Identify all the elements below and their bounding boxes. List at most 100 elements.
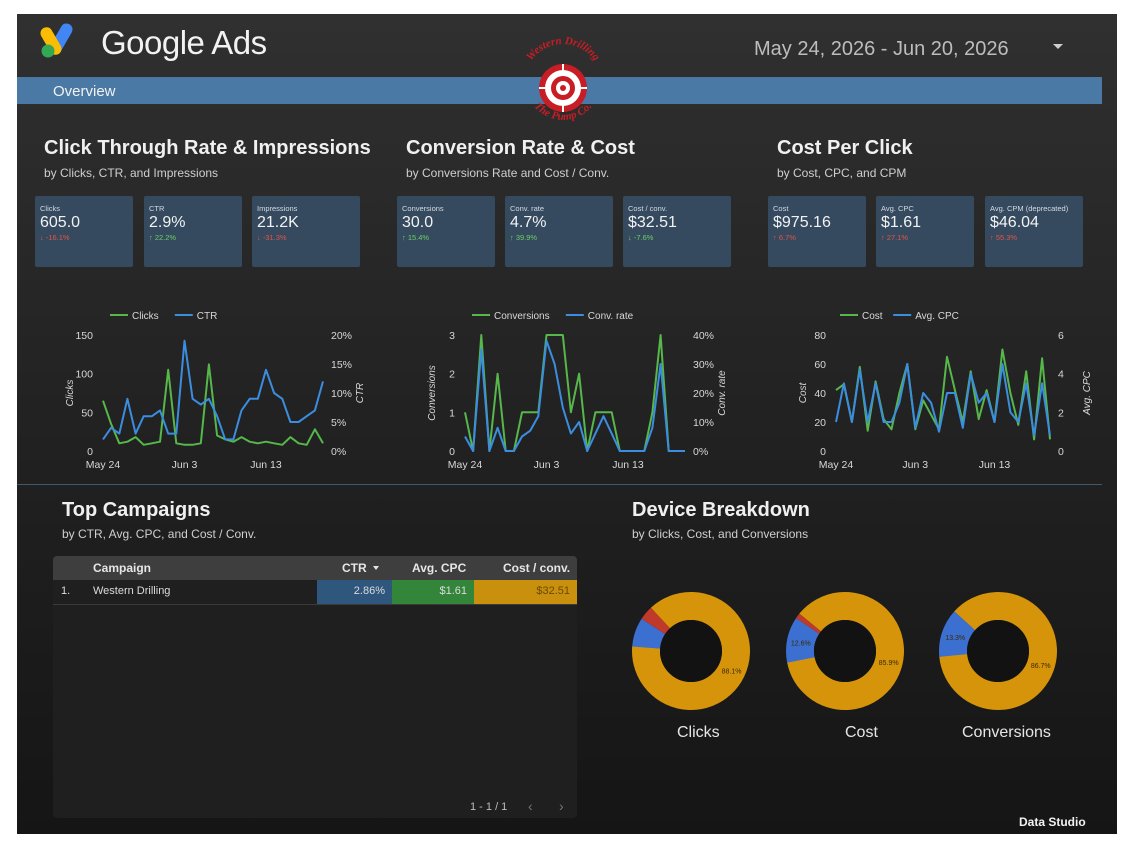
donut-label-conversions: Conversions [962,724,1051,741]
legend-label: Cost [862,311,883,322]
donut-slice-2 [632,592,750,711]
kpi-card-conv-rate: Conv. rate 4.7% ↑ 39.9% [505,196,613,267]
col-header-avg-cpc[interactable]: Avg. CPC [412,561,467,575]
kpi-value: 2.9% [149,214,186,231]
y-right-axis-label: Avg. CPC [1082,370,1093,415]
kpi-label: Clicks [40,204,60,213]
section-title-cpc: Cost Per Click [777,137,913,159]
x-tick-label: Jun 8 [212,474,238,476]
col-header-campaign[interactable]: Campaign [93,561,152,575]
kpi-value: 4.7% [510,214,547,231]
kpi-value: 30.0 [402,214,434,231]
x-tick-label: Jun 3 [172,459,198,471]
kpi-value: $975.16 [773,214,831,231]
clicks-ctr-chart: Clicks CTR 0 50 100 150 0% 5% 10% 15% 20% Clicks CTR… [65,311,366,476]
series-line-clicks [102,363,324,446]
x-tick-label: Jun 18 [653,474,685,476]
y-left-tick-label: 40 [814,388,826,400]
donut-hole [967,620,1029,682]
donut-label-cost: Cost [845,724,878,741]
footer-data-studio: Data Studio [1019,815,1086,829]
kpi-delta: ↓ -7.6% [628,233,654,242]
kpi-card-impressions: Impressions 21.2K ↓ -31.3% [252,196,360,267]
section-title-ctr: Click Through Rate & Impressions [44,137,371,159]
chevron-down-icon[interactable] [1053,44,1063,49]
donut-hole [660,620,722,682]
col-header-cost-conv[interactable]: Cost / conv. [503,561,571,575]
legend-label: Conversions [494,311,550,322]
legend-label: Avg. CPC [915,311,959,322]
conversions-donut-chart: 86.7% 13.3% [939,592,1057,710]
y-right-axis-label: CTR [355,383,366,404]
x-tick-label: Jun 3 [534,459,560,471]
donut-slice-label: 12.6% [791,640,811,647]
x-tick-label: May 29 [489,474,524,476]
kpi-label: Conv. rate [510,204,545,213]
y-left-tick-label: 3 [449,330,455,342]
y-left-tick-label: 60 [814,359,826,371]
kpi-label: Cost / conv. [628,204,668,213]
y-left-tick-label: 100 [75,369,93,381]
kpi-delta: ↑ 39.9% [510,233,538,242]
y-left-axis-label: Cost [798,381,809,403]
kpi-delta: ↑ 15.4% [402,233,430,242]
x-tick-label: Jun 18 [1018,474,1050,476]
pagination-label: 1 - 1 / 1 [470,801,508,813]
cost-conv-cell-bg [474,580,577,604]
donut-label-clicks: Clicks [677,724,720,741]
sort-desc-icon[interactable] [373,566,379,570]
y-right-tick-label: 20% [331,330,352,342]
y-left-tick-label: 50 [81,407,93,419]
tab-overview[interactable]: Overview [53,83,116,100]
x-tick-label: May 29 [127,474,162,476]
y-left-tick-label: 0 [449,446,455,458]
y-right-axis-label: Conv. rate [717,370,728,416]
x-tick-label: Jun 8 [574,474,600,476]
kpi-value: 21.2K [257,214,299,231]
kpi-label: Impressions [257,204,298,213]
y-left-tick-label: 0 [820,446,826,458]
kpi-value: $1.61 [881,214,922,231]
kpi-value: 605.0 [40,214,81,231]
kpi-label: Avg. CPC [881,204,914,213]
campaigns-subtitle: by CTR, Avg. CPC, and Cost / Conv. [62,527,257,541]
prev-page-icon[interactable]: ‹ [528,798,533,814]
campaign-name[interactable]: Western Drilling [93,585,171,597]
kpi-delta: ↓ -31.3% [257,233,287,242]
y-left-tick-label: 2 [449,369,455,381]
legend-label: CTR [197,311,218,322]
devices-subtitle: by Clicks, Cost, and Conversions [632,527,809,541]
svg-text:Western Drilling: Western Drilling [524,36,602,63]
x-tick-label: Jun 13 [979,459,1011,471]
x-tick-label: Jun 8 [942,474,968,476]
y-left-tick-label: 0 [87,446,93,458]
col-header-ctr[interactable]: CTR [342,561,367,575]
y-right-tick-label: 6 [1058,330,1064,342]
x-tick-label: Jun 13 [250,459,282,471]
x-tick-label: May 24 [819,459,854,471]
y-left-tick-label: 1 [449,407,455,419]
y-right-tick-label: 10% [693,417,714,429]
row-index: 1. [61,585,71,597]
kpi-delta: ↓ -16.1% [40,233,70,242]
y-right-tick-label: 20% [693,388,714,400]
series-line-conv-rate [464,339,685,452]
ctr-value: 2.86% [353,585,385,597]
kpi-card-cost: Cost $975.16 ↑ 6.7% [768,196,866,267]
kpi-label: Cost [773,204,789,213]
campaigns-title: Top Campaigns [62,499,211,521]
kpi-card-ctr: CTR 2.9% ↑ 22.2% [144,196,242,267]
y-right-tick-label: 2 [1058,407,1064,419]
conversions-rate-chart: Conversions Conv. rate01230%10%20%30%40%C… [427,311,728,476]
x-tick-label: Jun 18 [291,474,323,476]
donut-slice-label: 13.3% [945,635,965,642]
kpi-card-cost-per-conv: Cost / conv. $32.51 ↓ -7.6% [623,196,731,267]
date-range-selector[interactable]: May 24, 2026 - Jun 20, 2026 [754,38,1009,60]
next-page-icon[interactable]: › [559,798,564,814]
legend-label: Clicks [132,311,159,322]
y-right-tick-label: 15% [331,359,352,371]
kpi-value: $32.51 [628,214,677,231]
section-divider [17,484,1102,485]
y-right-tick-label: 30% [693,359,714,371]
cost-conv-value: $32.51 [536,585,570,597]
